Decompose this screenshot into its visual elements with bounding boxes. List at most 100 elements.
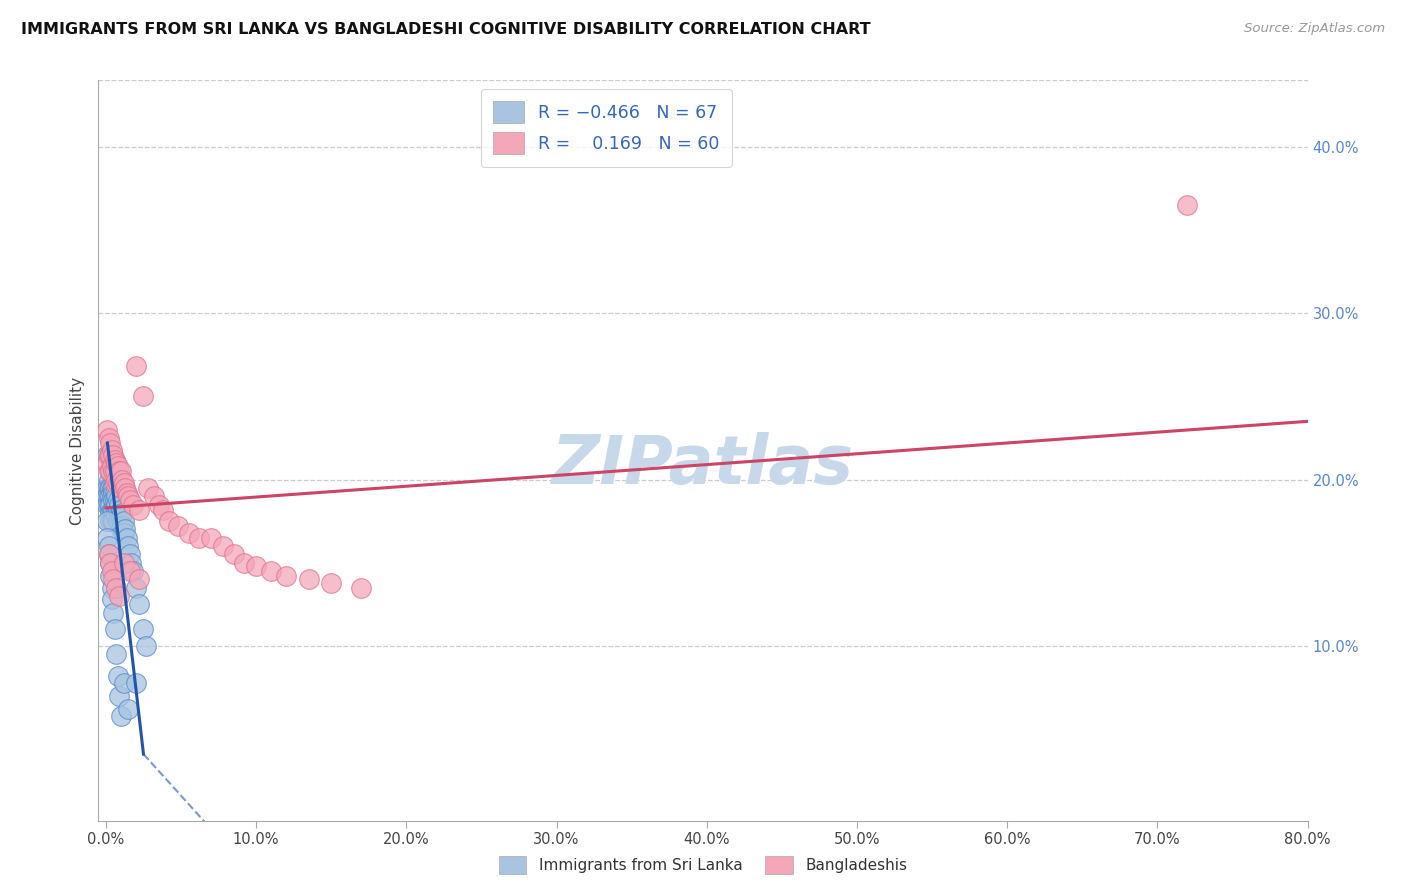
Point <box>260 564 283 578</box>
Point <box>96 489 118 503</box>
Point <box>108 689 131 703</box>
Point <box>128 598 150 612</box>
Point <box>105 509 128 524</box>
Point <box>276 569 298 583</box>
Point <box>108 464 131 478</box>
Point <box>118 492 141 507</box>
Point <box>115 531 138 545</box>
Text: Source: ZipAtlas.com: Source: ZipAtlas.com <box>1244 22 1385 36</box>
Point <box>200 531 222 545</box>
Point <box>103 464 125 478</box>
Point <box>103 502 125 516</box>
Point <box>111 506 134 520</box>
Point <box>100 569 122 583</box>
Point <box>321 575 343 590</box>
Point <box>97 481 120 495</box>
Point <box>97 498 120 512</box>
Point <box>103 448 125 462</box>
Point <box>97 548 120 562</box>
Point <box>107 492 129 507</box>
Point <box>110 464 132 478</box>
Point <box>1177 198 1199 212</box>
Point <box>103 481 125 495</box>
Point <box>132 389 155 403</box>
Point <box>107 475 129 490</box>
Point <box>148 498 170 512</box>
Point <box>101 514 124 528</box>
Point <box>110 481 132 495</box>
Point <box>152 502 174 516</box>
Point <box>101 502 124 516</box>
Point <box>122 498 145 512</box>
Point <box>103 492 125 507</box>
Point <box>108 589 131 603</box>
Point <box>104 486 127 500</box>
Point <box>212 539 235 553</box>
Point <box>100 448 122 462</box>
Point <box>96 423 118 437</box>
Point <box>97 539 120 553</box>
Point <box>117 489 139 503</box>
Point <box>96 498 118 512</box>
Point <box>111 519 134 533</box>
Point <box>177 525 200 540</box>
Point <box>100 506 122 520</box>
Point <box>122 564 145 578</box>
Point <box>96 481 118 495</box>
Text: ZIPatlas: ZIPatlas <box>553 433 853 499</box>
Point <box>96 448 118 462</box>
Point <box>104 475 127 490</box>
Point <box>96 514 118 528</box>
Point <box>112 556 135 570</box>
Point <box>100 464 122 478</box>
Point <box>110 509 132 524</box>
Point <box>188 531 211 545</box>
Point <box>103 606 125 620</box>
Point <box>112 675 135 690</box>
Point <box>245 559 267 574</box>
Point <box>118 548 141 562</box>
Point <box>100 489 122 503</box>
Point <box>107 502 129 516</box>
Point <box>104 623 127 637</box>
Point <box>100 481 122 495</box>
Point <box>125 581 148 595</box>
Point <box>105 473 128 487</box>
Point <box>100 556 122 570</box>
Point <box>100 556 122 570</box>
Y-axis label: Cognitive Disability: Cognitive Disability <box>69 376 84 524</box>
Point <box>128 502 150 516</box>
Point <box>128 573 150 587</box>
Point <box>132 623 155 637</box>
Point <box>118 564 141 578</box>
Point <box>105 581 128 595</box>
Point <box>101 442 124 457</box>
Point <box>103 486 125 500</box>
Point <box>136 481 159 495</box>
Point <box>121 556 143 570</box>
Point <box>112 514 135 528</box>
Point <box>110 523 132 537</box>
Point <box>96 456 118 470</box>
Legend: R = −0.466   N = 67, R =    0.169   N = 60: R = −0.466 N = 67, R = 0.169 N = 60 <box>481 89 731 167</box>
Point <box>105 647 128 661</box>
Point <box>101 489 124 503</box>
Point <box>101 592 124 607</box>
Point <box>233 556 256 570</box>
Point <box>104 452 127 467</box>
Point <box>101 581 124 595</box>
Point <box>107 459 129 474</box>
Point <box>100 436 122 450</box>
Text: IMMIGRANTS FROM SRI LANKA VS BANGLADESHI COGNITIVE DISABILITY CORRELATION CHART: IMMIGRANTS FROM SRI LANKA VS BANGLADESHI… <box>21 22 870 37</box>
Point <box>110 502 132 516</box>
Point <box>107 514 129 528</box>
Point <box>103 514 125 528</box>
Point <box>222 548 245 562</box>
Point <box>114 523 136 537</box>
Point <box>105 489 128 503</box>
Point <box>108 498 131 512</box>
Point <box>112 475 135 490</box>
Legend: Immigrants from Sri Lanka, Bangladeshis: Immigrants from Sri Lanka, Bangladeshis <box>494 850 912 880</box>
Point <box>105 456 128 470</box>
Point <box>101 459 124 474</box>
